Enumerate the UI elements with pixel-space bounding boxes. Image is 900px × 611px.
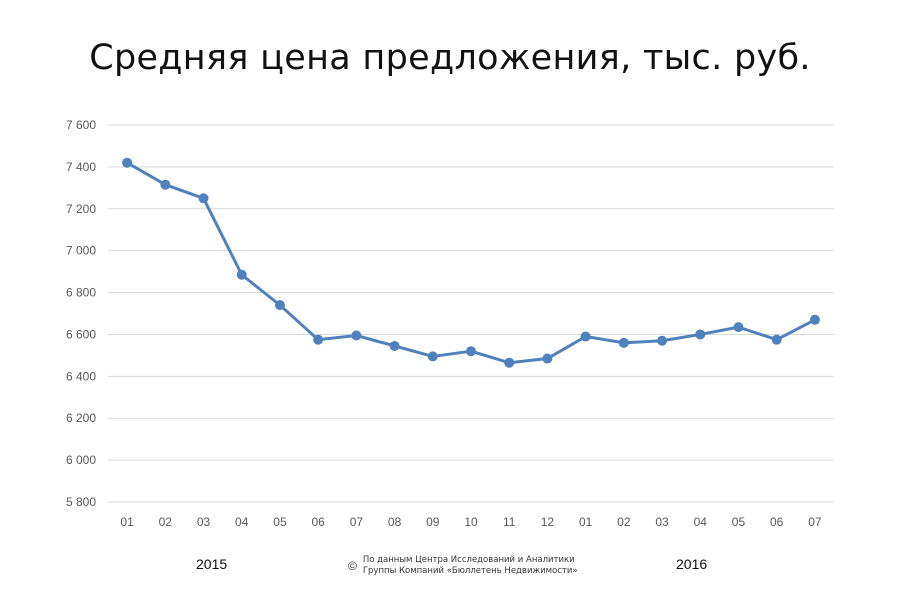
x-tick-label: 01 [120, 515, 134, 529]
x-tick-label: 09 [426, 515, 440, 529]
y-tick-label: 7 600 [66, 118, 96, 132]
copyright-icon: © [348, 559, 357, 573]
x-tick-label: 08 [388, 515, 402, 529]
price-series [122, 157, 820, 368]
y-axis-tick-labels: 5 800 6 000 6 200 6 400 6 600 6 800 7 000 7 200… [66, 118, 96, 509]
x-tick-label: 06 [311, 515, 325, 529]
data-point [657, 335, 668, 346]
x-tick-label: 02 [617, 515, 631, 529]
data-point [695, 329, 706, 340]
data-point [466, 346, 476, 357]
data-point [580, 331, 591, 342]
year-label-2015: 2015 [196, 556, 228, 572]
data-point [351, 330, 362, 341]
x-axis-tick-labels: 01 02 03 04 05 06 07 08 09 10 11 12 01 02 03 04 05 06 07 [120, 515, 821, 529]
x-tick-label: 02 [159, 515, 173, 529]
x-tick-label: 06 [770, 515, 784, 529]
y-tick-label: 7 000 [66, 244, 96, 258]
y-tick-label: 6 600 [66, 327, 96, 341]
y-tick-label: 6 800 [66, 286, 96, 300]
data-point [389, 340, 400, 351]
x-tick-label: 05 [732, 515, 746, 529]
data-point [733, 322, 744, 333]
data-point [236, 269, 247, 280]
x-tick-label: 12 [541, 515, 555, 529]
data-point [771, 334, 782, 345]
y-tick-label: 5 800 [66, 495, 96, 509]
gridlines [108, 124, 834, 503]
x-tick-label: 05 [273, 515, 287, 529]
chart-title: Средняя цена предложения, тыс. руб. [89, 38, 811, 78]
y-tick-label: 6 200 [66, 411, 96, 425]
y-tick-label: 7 200 [66, 202, 96, 216]
data-point [427, 351, 438, 362]
x-tick-label: 01 [579, 515, 593, 529]
year-label-2016: 2016 [676, 556, 708, 572]
credit-line-1: По данным Центра Исследований и Аналитик… [362, 555, 575, 565]
series-line [125, 161, 817, 365]
x-tick-label: 07 [350, 515, 364, 529]
data-point [274, 300, 285, 311]
data-point [313, 334, 324, 345]
credit-line-2: Группы Компаний «Бюллетень Недвижимости» [362, 566, 578, 576]
x-tick-label: 11 [503, 515, 516, 529]
y-tick-label: 6 000 [66, 453, 96, 467]
data-point [198, 193, 209, 204]
data-point [504, 357, 515, 368]
x-tick-label: 03 [197, 515, 211, 529]
x-tick-label: 04 [235, 515, 249, 529]
x-tick-label: 04 [694, 515, 708, 529]
y-tick-label: 6 400 [66, 369, 96, 383]
data-point [542, 353, 553, 364]
data-point [618, 337, 629, 348]
y-tick-label: 7 400 [66, 160, 96, 174]
data-point [122, 157, 133, 168]
source-credit: © По данным Центра Исследований и Аналит… [348, 555, 578, 577]
x-tick-label: 10 [464, 515, 478, 529]
x-tick-label: 03 [655, 515, 669, 529]
x-tick-label: 07 [808, 515, 822, 529]
data-point [809, 314, 820, 325]
data-point [160, 179, 171, 190]
